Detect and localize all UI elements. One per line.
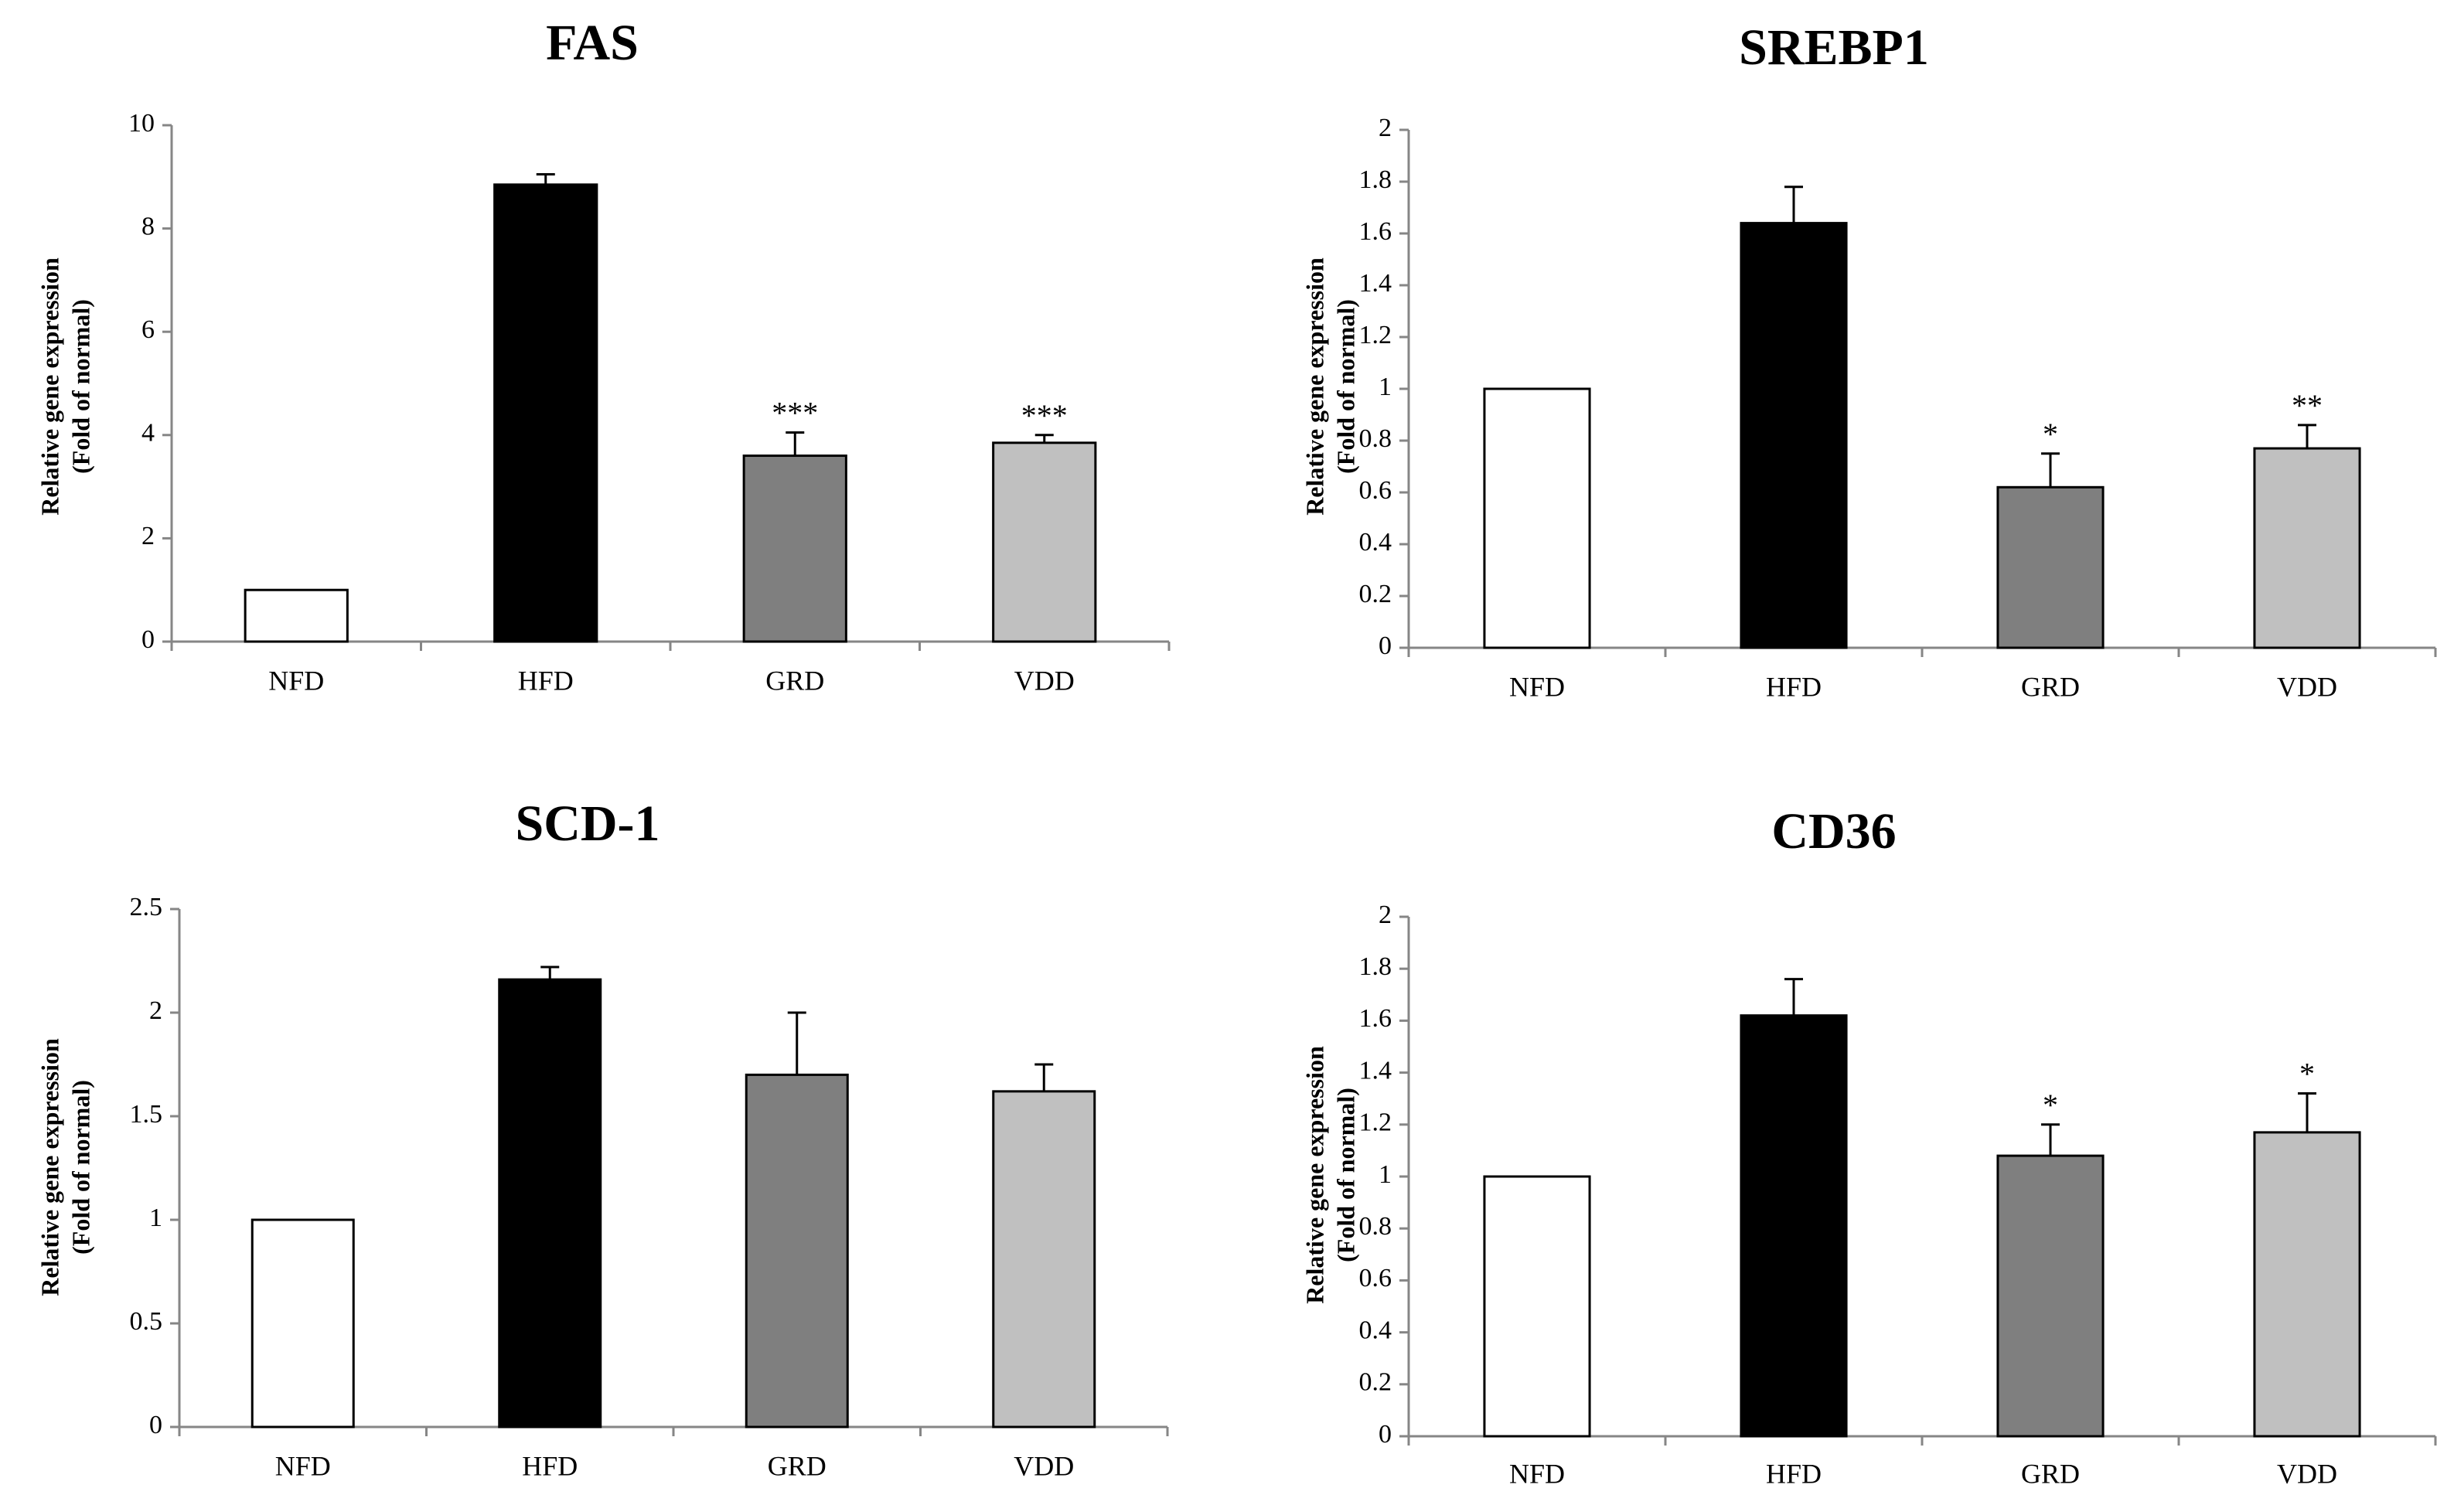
cd36-ytick-label: 0.4 xyxy=(1359,1316,1392,1344)
srebp1-ytick-label: 0.6 xyxy=(1359,476,1392,505)
scd1-category-label: HFD xyxy=(522,1450,578,1481)
srebp1-ytick-label: 0 xyxy=(1379,632,1392,660)
fas-ytick-label: 4 xyxy=(141,419,155,448)
cd36-ytick-label: 1.6 xyxy=(1359,1004,1392,1033)
scd1-ytick-label: 2 xyxy=(149,996,162,1025)
fas-ylabel-line-2: (Fold of normal) xyxy=(66,299,94,474)
fas-ytick-label: 0 xyxy=(141,625,155,654)
scd1-category-label: VDD xyxy=(1014,1450,1074,1481)
cd36-category-label: VDD xyxy=(2277,1458,2337,1489)
fas-category-label: VDD xyxy=(1014,665,1075,696)
scd1-bar-hfd xyxy=(498,978,602,1429)
srebp1-significance-vdd: ** xyxy=(2292,388,2323,423)
cd36-bar-vdd xyxy=(2253,1131,2361,1438)
scd1-category-label: NFD xyxy=(275,1450,331,1481)
srebp1-bar-hfd xyxy=(1740,222,1848,649)
fas-category-label: NFD xyxy=(268,665,324,696)
cd36-significance-grd: * xyxy=(2043,1088,2058,1122)
scd1-ytick-label: 2.5 xyxy=(130,893,163,921)
fas-ytick-label: 10 xyxy=(128,109,155,138)
srebp1-category-label: GRD xyxy=(2021,671,2080,702)
cd36-category-label: NFD xyxy=(1509,1458,1565,1489)
fas-ytick-label: 8 xyxy=(141,212,155,240)
fas-category-label: HFD xyxy=(518,665,574,696)
fas-ytick-label: 6 xyxy=(141,315,155,344)
scd1-bar-nfd xyxy=(251,1218,355,1429)
scd1-ytick-label: 0 xyxy=(149,1411,162,1439)
fas-category-label: GRD xyxy=(765,665,824,696)
scd1-ylabel-line-2: (Fold of normal) xyxy=(66,1080,94,1255)
fas-significance-grd: *** xyxy=(772,395,818,430)
cd36-ytick-label: 2 xyxy=(1379,901,1392,929)
srebp1-bar-nfd xyxy=(1483,387,1591,649)
scd1-ytick-label: 0.5 xyxy=(130,1307,163,1336)
cd36-ylabel-line-1: Relative gene expression xyxy=(1300,1046,1328,1304)
cd36-ytick-label: 1 xyxy=(1379,1160,1392,1189)
srebp1-title: SREBP1 xyxy=(1739,19,1929,76)
scd1-category-label: GRD xyxy=(768,1450,827,1481)
srebp1-ytick-label: 0.2 xyxy=(1359,580,1392,608)
fas-ylabel-line-1: Relative gene expression xyxy=(36,257,63,516)
cd36-significance-vdd: * xyxy=(2299,1056,2315,1091)
cd36-ytick-label: 1.8 xyxy=(1359,952,1392,981)
srebp1-ylabel-line-1: Relative gene expression xyxy=(1300,257,1328,516)
scd1-bar-vdd xyxy=(992,1090,1096,1429)
srebp1-chart: SREBP1 Relative gene expression (Fold of n… xyxy=(1300,19,2437,702)
cd36-ytick-label: 0.8 xyxy=(1359,1212,1392,1241)
srebp1-bar-grd xyxy=(1996,485,2105,649)
fas-bar-vdd xyxy=(992,441,1097,643)
srebp1-category-label: HFD xyxy=(1766,671,1822,702)
srebp1-category-label: NFD xyxy=(1509,671,1565,702)
srebp1-ylabel-line-2: (Fold of normal) xyxy=(1331,299,1359,474)
cd36-title: CD36 xyxy=(1771,803,1896,860)
fas-significance-vdd: *** xyxy=(1021,398,1068,433)
cd36-category-label: GRD xyxy=(2021,1458,2080,1489)
fas-bar-hfd xyxy=(493,183,598,643)
srebp1-ytick-label: 2 xyxy=(1379,114,1392,142)
srebp1-ytick-label: 1.6 xyxy=(1359,217,1392,246)
scd1-ytick-label: 1 xyxy=(149,1204,162,1232)
fas-ytick-label: 2 xyxy=(141,522,155,550)
cd36-ytick-label: 0.6 xyxy=(1359,1264,1392,1292)
fas-bar-grd xyxy=(742,455,847,643)
cd36-ytick-label: 1.4 xyxy=(1359,1056,1392,1085)
scd1-ylabel-line-1: Relative gene expression xyxy=(36,1038,63,1296)
cd36-ytick-label: 0.2 xyxy=(1359,1368,1392,1397)
srebp1-ytick-label: 1.8 xyxy=(1359,165,1392,194)
cd36-ytick-label: 1.2 xyxy=(1359,1108,1392,1137)
cd36-bar-hfd xyxy=(1740,1014,1848,1438)
srebp1-ytick-label: 1.2 xyxy=(1359,321,1392,349)
cd36-bar-nfd xyxy=(1483,1175,1591,1438)
cd36-ylabel-line-2: (Fold of normal) xyxy=(1331,1088,1359,1262)
fas-bar-nfd xyxy=(244,588,349,643)
fas-chart: FAS Relative gene expression (Fold of norm… xyxy=(36,15,1171,696)
cd36-category-label: HFD xyxy=(1766,1458,1822,1489)
scd1-bar-grd xyxy=(745,1073,849,1429)
srebp1-ytick-label: 0.8 xyxy=(1359,424,1392,453)
srebp1-bar-vdd xyxy=(2253,447,2361,649)
scd1-title: SCD-1 xyxy=(515,795,660,852)
scd1-chart: SCD-1 Relative gene expression (Fold of no… xyxy=(36,795,1169,1481)
srebp1-significance-grd: * xyxy=(2043,417,2058,451)
scd1-ytick-label: 1.5 xyxy=(130,1100,163,1129)
fas-title: FAS xyxy=(546,15,639,71)
srebp1-ytick-label: 1 xyxy=(1379,373,1392,401)
srebp1-ytick-label: 1.4 xyxy=(1359,269,1392,298)
srebp1-category-label: VDD xyxy=(2277,671,2337,702)
cd36-ytick-label: 0 xyxy=(1379,1420,1392,1449)
cd36-chart: CD36 Relative gene expression (Fold of nor… xyxy=(1300,803,2437,1489)
srebp1-ytick-label: 0.4 xyxy=(1359,528,1392,557)
cd36-bar-grd xyxy=(1996,1154,2105,1438)
